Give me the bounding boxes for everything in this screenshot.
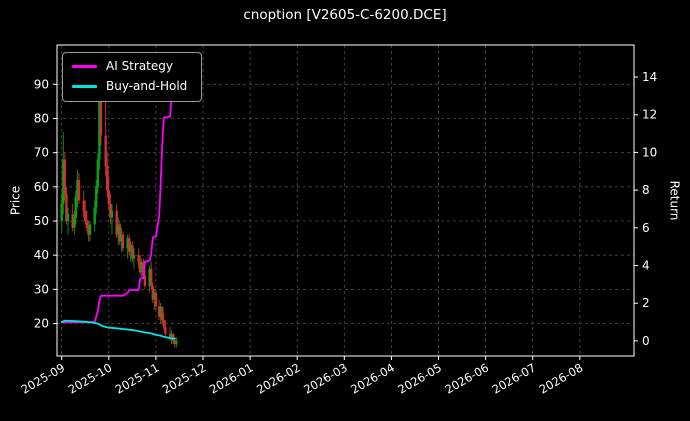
svg-text:50: 50 [34, 214, 49, 228]
svg-text:60: 60 [34, 180, 49, 194]
legend-item-ai-strategy: AI Strategy [72, 59, 187, 74]
return-axis-label: Return [667, 180, 682, 221]
buy-and-hold-line-swatch [72, 85, 97, 89]
svg-text:80: 80 [34, 111, 49, 125]
svg-text:70: 70 [34, 146, 49, 160]
svg-text:30: 30 [34, 282, 49, 296]
chart-legend: AI Strategy Buy-and-Hold [62, 52, 203, 102]
svg-text:90: 90 [34, 77, 49, 91]
svg-text:6: 6 [642, 221, 650, 235]
svg-text:14: 14 [642, 70, 657, 84]
svg-text:20: 20 [34, 317, 49, 331]
svg-text:40: 40 [34, 248, 49, 262]
svg-text:10: 10 [642, 145, 657, 159]
svg-text:2: 2 [642, 296, 650, 310]
legend-item-buy-and-hold: Buy-and-Hold [72, 78, 188, 94]
svg-text:4: 4 [642, 259, 650, 273]
svg-text:0: 0 [642, 334, 650, 348]
price-axis-label: Price [8, 185, 23, 216]
legend-label-ai-strategy: AI Strategy [106, 59, 173, 73]
chart-title: cnoption [V2605-C-6200.DCE] [243, 7, 447, 23]
svg-text:12: 12 [642, 108, 657, 122]
ai-strategy-line-swatch [72, 65, 97, 69]
svg-text:8: 8 [642, 183, 650, 197]
legend-label-buy-and-hold: Buy-and-Hold [106, 78, 188, 93]
